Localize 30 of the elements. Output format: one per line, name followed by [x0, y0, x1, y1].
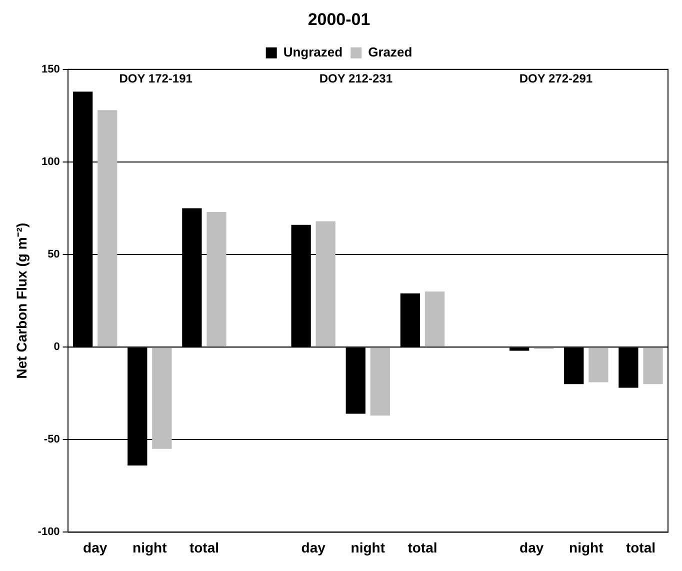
annotation: DOY 212-231: [319, 72, 393, 86]
bar: [316, 221, 336, 347]
y-tick-label: -50: [44, 434, 60, 446]
bar: [206, 212, 226, 347]
chart-title: 2000-01: [308, 10, 370, 29]
x-tick-label: total: [626, 539, 656, 556]
x-tick-label: total: [408, 539, 438, 556]
y-tick-label: 100: [41, 156, 60, 168]
bar: [370, 348, 390, 416]
annotation: DOY 272-291: [519, 72, 593, 86]
x-tick-label: night: [132, 539, 168, 556]
y-tick-label: -100: [38, 526, 60, 538]
y-tick-label: 150: [41, 63, 60, 76]
annotation: DOY 172-191: [119, 72, 193, 86]
x-tick-label: night: [569, 539, 604, 556]
x-tick-label: total: [189, 539, 220, 556]
x-tick-label: day: [520, 539, 544, 556]
bar: [643, 348, 663, 384]
y-tick-label: 0: [54, 341, 60, 354]
x-tick-label: day: [301, 539, 326, 556]
legend-label: Ungrazed: [283, 44, 343, 60]
bar: [152, 348, 172, 449]
x-tick-label: night: [350, 539, 386, 556]
bar: [588, 348, 608, 382]
bar: [98, 110, 118, 347]
y-axis-title: Net Carbon Flux (g m⁻²): [13, 222, 30, 379]
bar: [424, 292, 445, 347]
x-tick-label: day: [83, 539, 108, 556]
legend-label: Grazed: [368, 44, 412, 60]
y-tick-label: 50: [48, 248, 60, 261]
